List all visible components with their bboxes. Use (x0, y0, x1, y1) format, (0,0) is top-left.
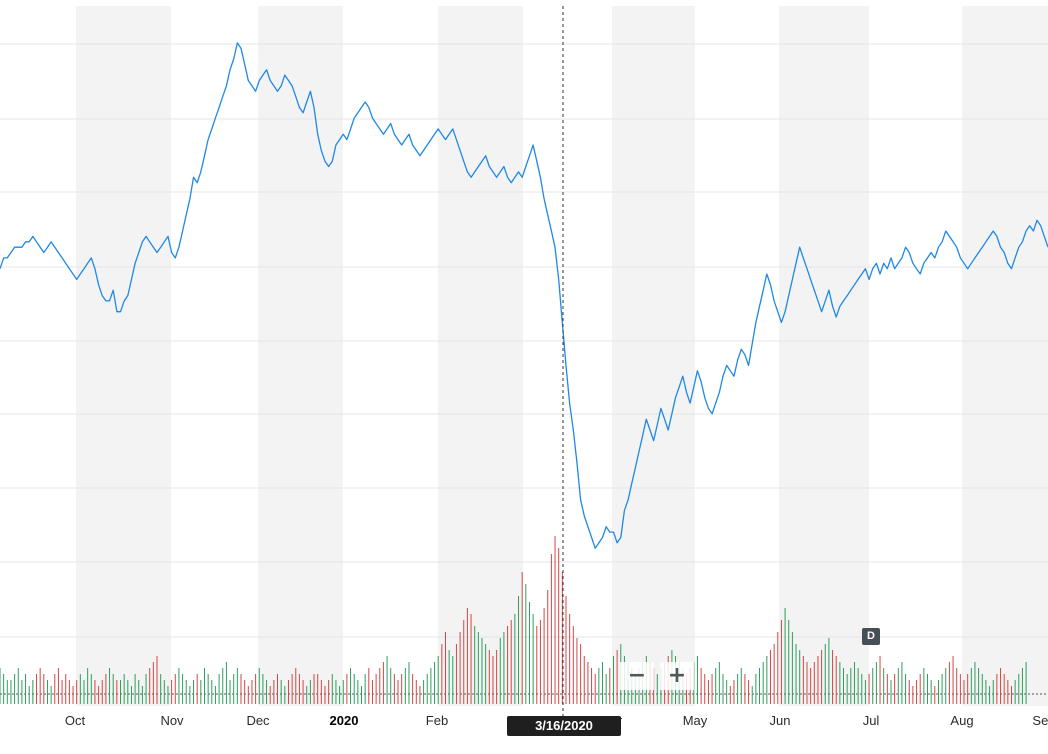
tick-label-oct: Oct (65, 713, 86, 728)
month-band (612, 6, 695, 706)
price-series (0, 42, 1048, 549)
zoom-out-button[interactable]: − (620, 662, 654, 690)
month-bands (76, 6, 1048, 706)
tick-label-jun: Jun (770, 713, 791, 728)
tick-label-aug: Aug (950, 713, 973, 728)
tick-label-dec: Dec (246, 713, 270, 728)
tick-label-may: May (683, 713, 708, 728)
month-band (438, 6, 523, 706)
month-band (258, 6, 343, 706)
tick-label-nov: Nov (160, 713, 184, 728)
price-line (0, 42, 1048, 549)
tick-label-jul: Jul (863, 713, 880, 728)
crosshair-date-label: 3/16/2020 (507, 716, 621, 736)
month-band (76, 6, 171, 706)
period-badge[interactable]: D (862, 628, 880, 645)
zoom-in-button[interactable]: + (660, 662, 694, 690)
tick-label-feb: Feb (426, 713, 448, 728)
tick-label-2020: 2020 (330, 713, 359, 728)
volume-bars (0, 536, 1027, 704)
month-band (962, 6, 1048, 706)
month-band (779, 6, 869, 706)
tick-label-sep: Sep (1032, 713, 1048, 728)
